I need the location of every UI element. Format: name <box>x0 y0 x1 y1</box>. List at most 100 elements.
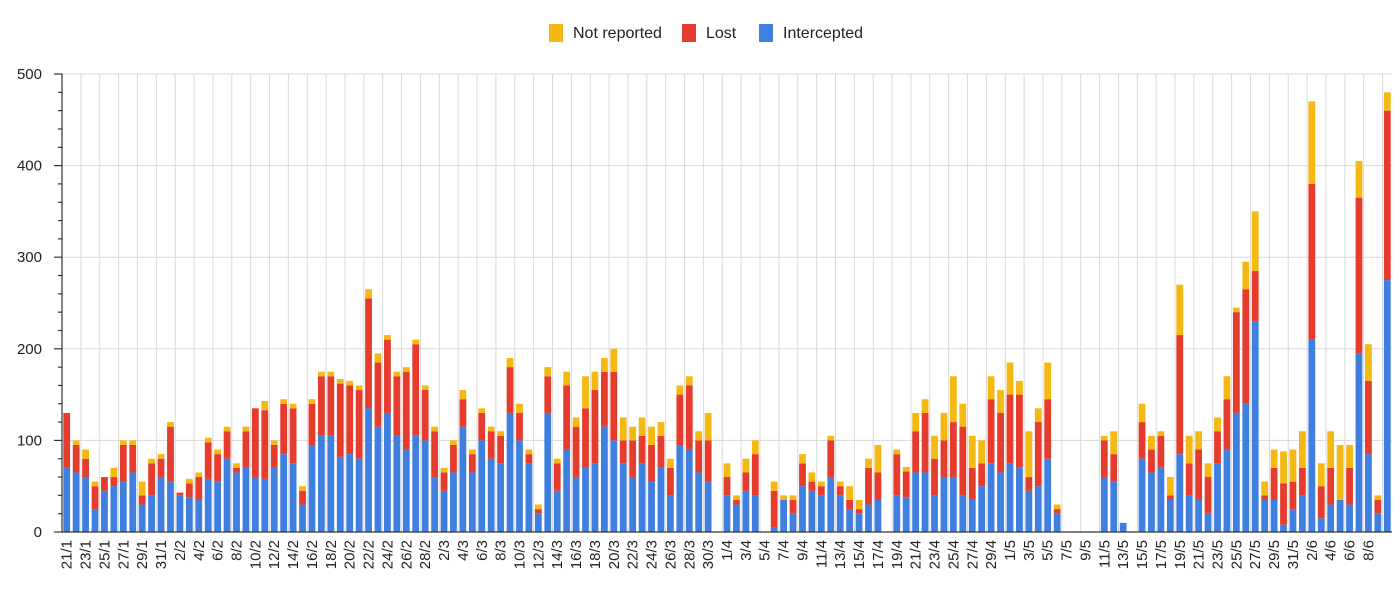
bar-not-reported <box>638 417 646 436</box>
x-tick-label: 26/3 <box>662 540 679 569</box>
bar-intercepted <box>497 463 505 532</box>
bar-intercepted <box>572 477 580 532</box>
x-tick-label: 25/5 <box>1228 540 1245 569</box>
bar-not-reported <box>619 417 627 441</box>
bar-not-reported <box>1336 444 1344 500</box>
x-tick-label: 4/2 <box>191 540 208 561</box>
x-tick-label: 16/2 <box>304 540 321 569</box>
bar-not-reported <box>855 499 863 510</box>
x-tick-label: 1/4 <box>719 540 736 561</box>
bar-not-reported <box>1374 495 1382 500</box>
bar-intercepted <box>129 472 137 532</box>
bar-not-reported <box>1223 376 1231 400</box>
bar-not-reported <box>1016 380 1023 395</box>
bar-lost <box>704 440 712 482</box>
x-tick-label: 26/2 <box>398 540 415 569</box>
legend-swatch-intercepted <box>759 24 773 42</box>
bar-intercepted <box>233 472 240 532</box>
x-tick-label: 18/2 <box>323 540 340 569</box>
y-tick-label: 500 <box>17 66 42 83</box>
bar-lost <box>506 367 514 413</box>
bar-intercepted <box>1317 518 1325 532</box>
bar-lost <box>1034 422 1042 487</box>
x-tick-label: 21/5 <box>1191 540 1208 569</box>
x-tick-label: 8/6 <box>1360 540 1377 561</box>
bar-lost <box>667 467 674 496</box>
bar-not-reported <box>1025 431 1033 478</box>
bar-lost <box>836 486 844 496</box>
bar-lost <box>167 426 174 482</box>
bar-intercepted <box>440 490 448 532</box>
bar-not-reported <box>214 449 222 455</box>
bar-not-reported <box>280 399 288 404</box>
x-tick-label: 20/3 <box>606 540 623 569</box>
bar-not-reported <box>468 449 476 455</box>
bar-lost <box>450 444 457 473</box>
bar-not-reported <box>1034 408 1042 423</box>
bar-intercepted <box>591 463 599 532</box>
bar-lost <box>270 444 278 468</box>
legend-label: Not reported <box>573 25 662 42</box>
x-tick-label: 17/5 <box>1153 540 1170 569</box>
bar-intercepted <box>1289 509 1297 532</box>
bar-lost <box>1006 394 1014 464</box>
bar-not-reported <box>1317 463 1325 487</box>
bar-not-reported <box>440 467 448 473</box>
bar-lost <box>440 472 448 491</box>
bar-lost <box>799 463 806 487</box>
bar-intercepted <box>544 412 552 532</box>
bar-intercepted <box>997 472 1004 532</box>
bar-lost <box>1308 183 1316 340</box>
bar-lost <box>468 454 476 473</box>
bar-lost <box>572 426 580 478</box>
bars <box>63 92 1391 532</box>
bar-intercepted <box>817 495 825 532</box>
bar-lost <box>1223 399 1231 450</box>
bar-intercepted <box>1308 339 1316 532</box>
x-tick-label: 14/3 <box>549 540 566 569</box>
bar-intercepted <box>742 490 750 532</box>
bar-lost <box>949 422 957 478</box>
bar-not-reported <box>91 481 99 487</box>
bar-not-reported <box>695 431 703 441</box>
bar-intercepted <box>1006 463 1014 532</box>
bar-intercepted <box>657 467 665 532</box>
bar-not-reported <box>497 431 505 436</box>
x-tick-label: 13/5 <box>1115 540 1132 569</box>
x-tick-label: 28/2 <box>417 540 434 569</box>
bar-not-reported <box>1270 449 1278 468</box>
bar-lost <box>770 490 778 528</box>
bar-lost <box>657 435 665 468</box>
bar-lost <box>223 431 231 459</box>
bar-intercepted <box>733 504 740 532</box>
x-tick-label: 10/2 <box>247 540 264 569</box>
bar-not-reported <box>233 463 240 468</box>
x-tick-label: 19/5 <box>1172 540 1189 569</box>
bar-not-reported <box>1355 161 1363 198</box>
bar-lost <box>195 477 203 500</box>
bar-lost <box>1270 467 1278 500</box>
bar-intercepted <box>1195 499 1203 532</box>
bar-lost <box>1044 399 1052 459</box>
bar-lost <box>1327 467 1335 505</box>
bar-not-reported <box>865 458 872 468</box>
bar-intercepted <box>1138 458 1146 532</box>
bar-not-reported <box>1298 431 1306 468</box>
bar-not-reported <box>959 403 967 427</box>
bar-lost <box>1195 449 1203 500</box>
bar-intercepted <box>808 490 816 532</box>
bar-intercepted <box>72 472 80 532</box>
bar-lost <box>1298 467 1306 496</box>
bar-intercepted <box>1298 495 1306 532</box>
bar-not-reported <box>1261 481 1269 496</box>
bar-lost <box>497 435 505 464</box>
x-tick-label: 27/4 <box>964 540 981 569</box>
bar-not-reported <box>167 422 174 427</box>
bar-intercepted <box>648 481 655 532</box>
bar-intercepted <box>431 477 438 532</box>
bar-not-reported <box>544 367 552 377</box>
x-tick-label: 18/3 <box>587 540 604 569</box>
bar-not-reported <box>846 486 854 500</box>
x-tick-label: 9/5 <box>1077 540 1094 561</box>
bar-lost <box>1138 422 1146 459</box>
